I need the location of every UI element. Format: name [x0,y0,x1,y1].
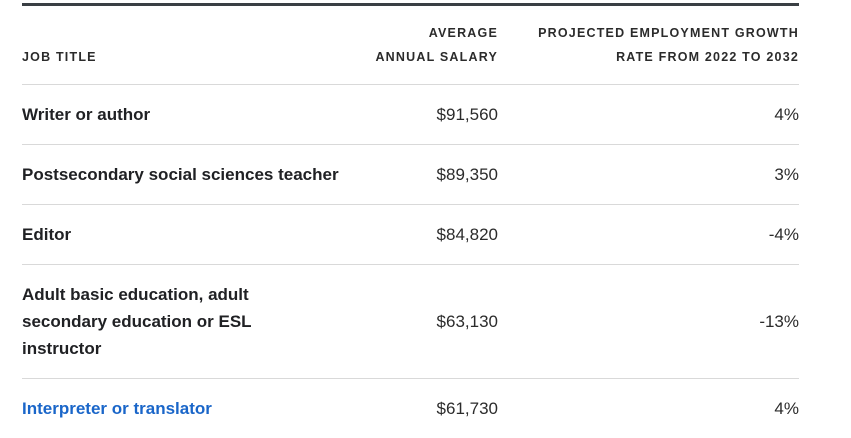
table-row: Adult basic education, adult secondary e… [22,265,799,379]
header-average-salary: AVERAGE ANNUAL SALARY [352,6,498,85]
table-header-row: JOB TITLE AVERAGE ANNUAL SALARY PROJECTE… [22,6,799,85]
row-job-title: Interpreter or translator [22,379,352,438]
header-salary-line2: ANNUAL SALARY [375,50,498,64]
table-row: Interpreter or translator $61,730 4% [22,379,799,438]
row-job-title: Adult basic education, adult secondary e… [22,265,352,379]
row-salary: $89,350 [352,145,498,205]
career-table-container: JOB TITLE AVERAGE ANNUAL SALARY PROJECTE… [22,0,799,438]
row-salary: $91,560 [352,85,498,145]
row-growth: 3% [498,145,799,205]
row-salary: $84,820 [352,205,498,265]
header-job-title-label: JOB TITLE [22,50,97,64]
row-job-title: Editor [22,205,352,265]
row-growth: -4% [498,205,799,265]
row-growth: 4% [498,85,799,145]
header-salary-line1: AVERAGE [429,26,498,40]
table-row: Postsecondary social sciences teacher $8… [22,145,799,205]
career-salary-table: JOB TITLE AVERAGE ANNUAL SALARY PROJECTE… [22,6,799,438]
header-growth-line1: PROJECTED EMPLOYMENT GROWTH [538,26,799,40]
table-row: Editor $84,820 -4% [22,205,799,265]
table-row: Writer or author $91,560 4% [22,85,799,145]
row-job-title: Postsecondary social sciences teacher [22,145,352,205]
row-salary: $61,730 [352,379,498,438]
row-salary: $63,130 [352,265,498,379]
row-growth: 4% [498,379,799,438]
header-growth-rate: PROJECTED EMPLOYMENT GROWTH RATE FROM 20… [498,6,799,85]
header-job-title: JOB TITLE [22,6,352,85]
row-job-title: Writer or author [22,85,352,145]
row-growth: -13% [498,265,799,379]
header-growth-line2: RATE FROM 2022 TO 2032 [616,50,799,64]
interpreter-translator-link[interactable]: Interpreter or translator [22,399,212,418]
